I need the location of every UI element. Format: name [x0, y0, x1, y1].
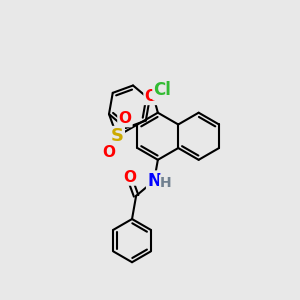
Text: O: O — [118, 111, 131, 126]
Text: N: N — [147, 172, 161, 190]
Text: Cl: Cl — [154, 81, 171, 99]
Text: O: O — [145, 89, 158, 104]
Text: S: S — [111, 127, 124, 145]
Text: H: H — [160, 176, 172, 190]
Text: O: O — [123, 169, 136, 184]
Text: H: H — [152, 83, 164, 97]
Text: O: O — [103, 145, 116, 160]
